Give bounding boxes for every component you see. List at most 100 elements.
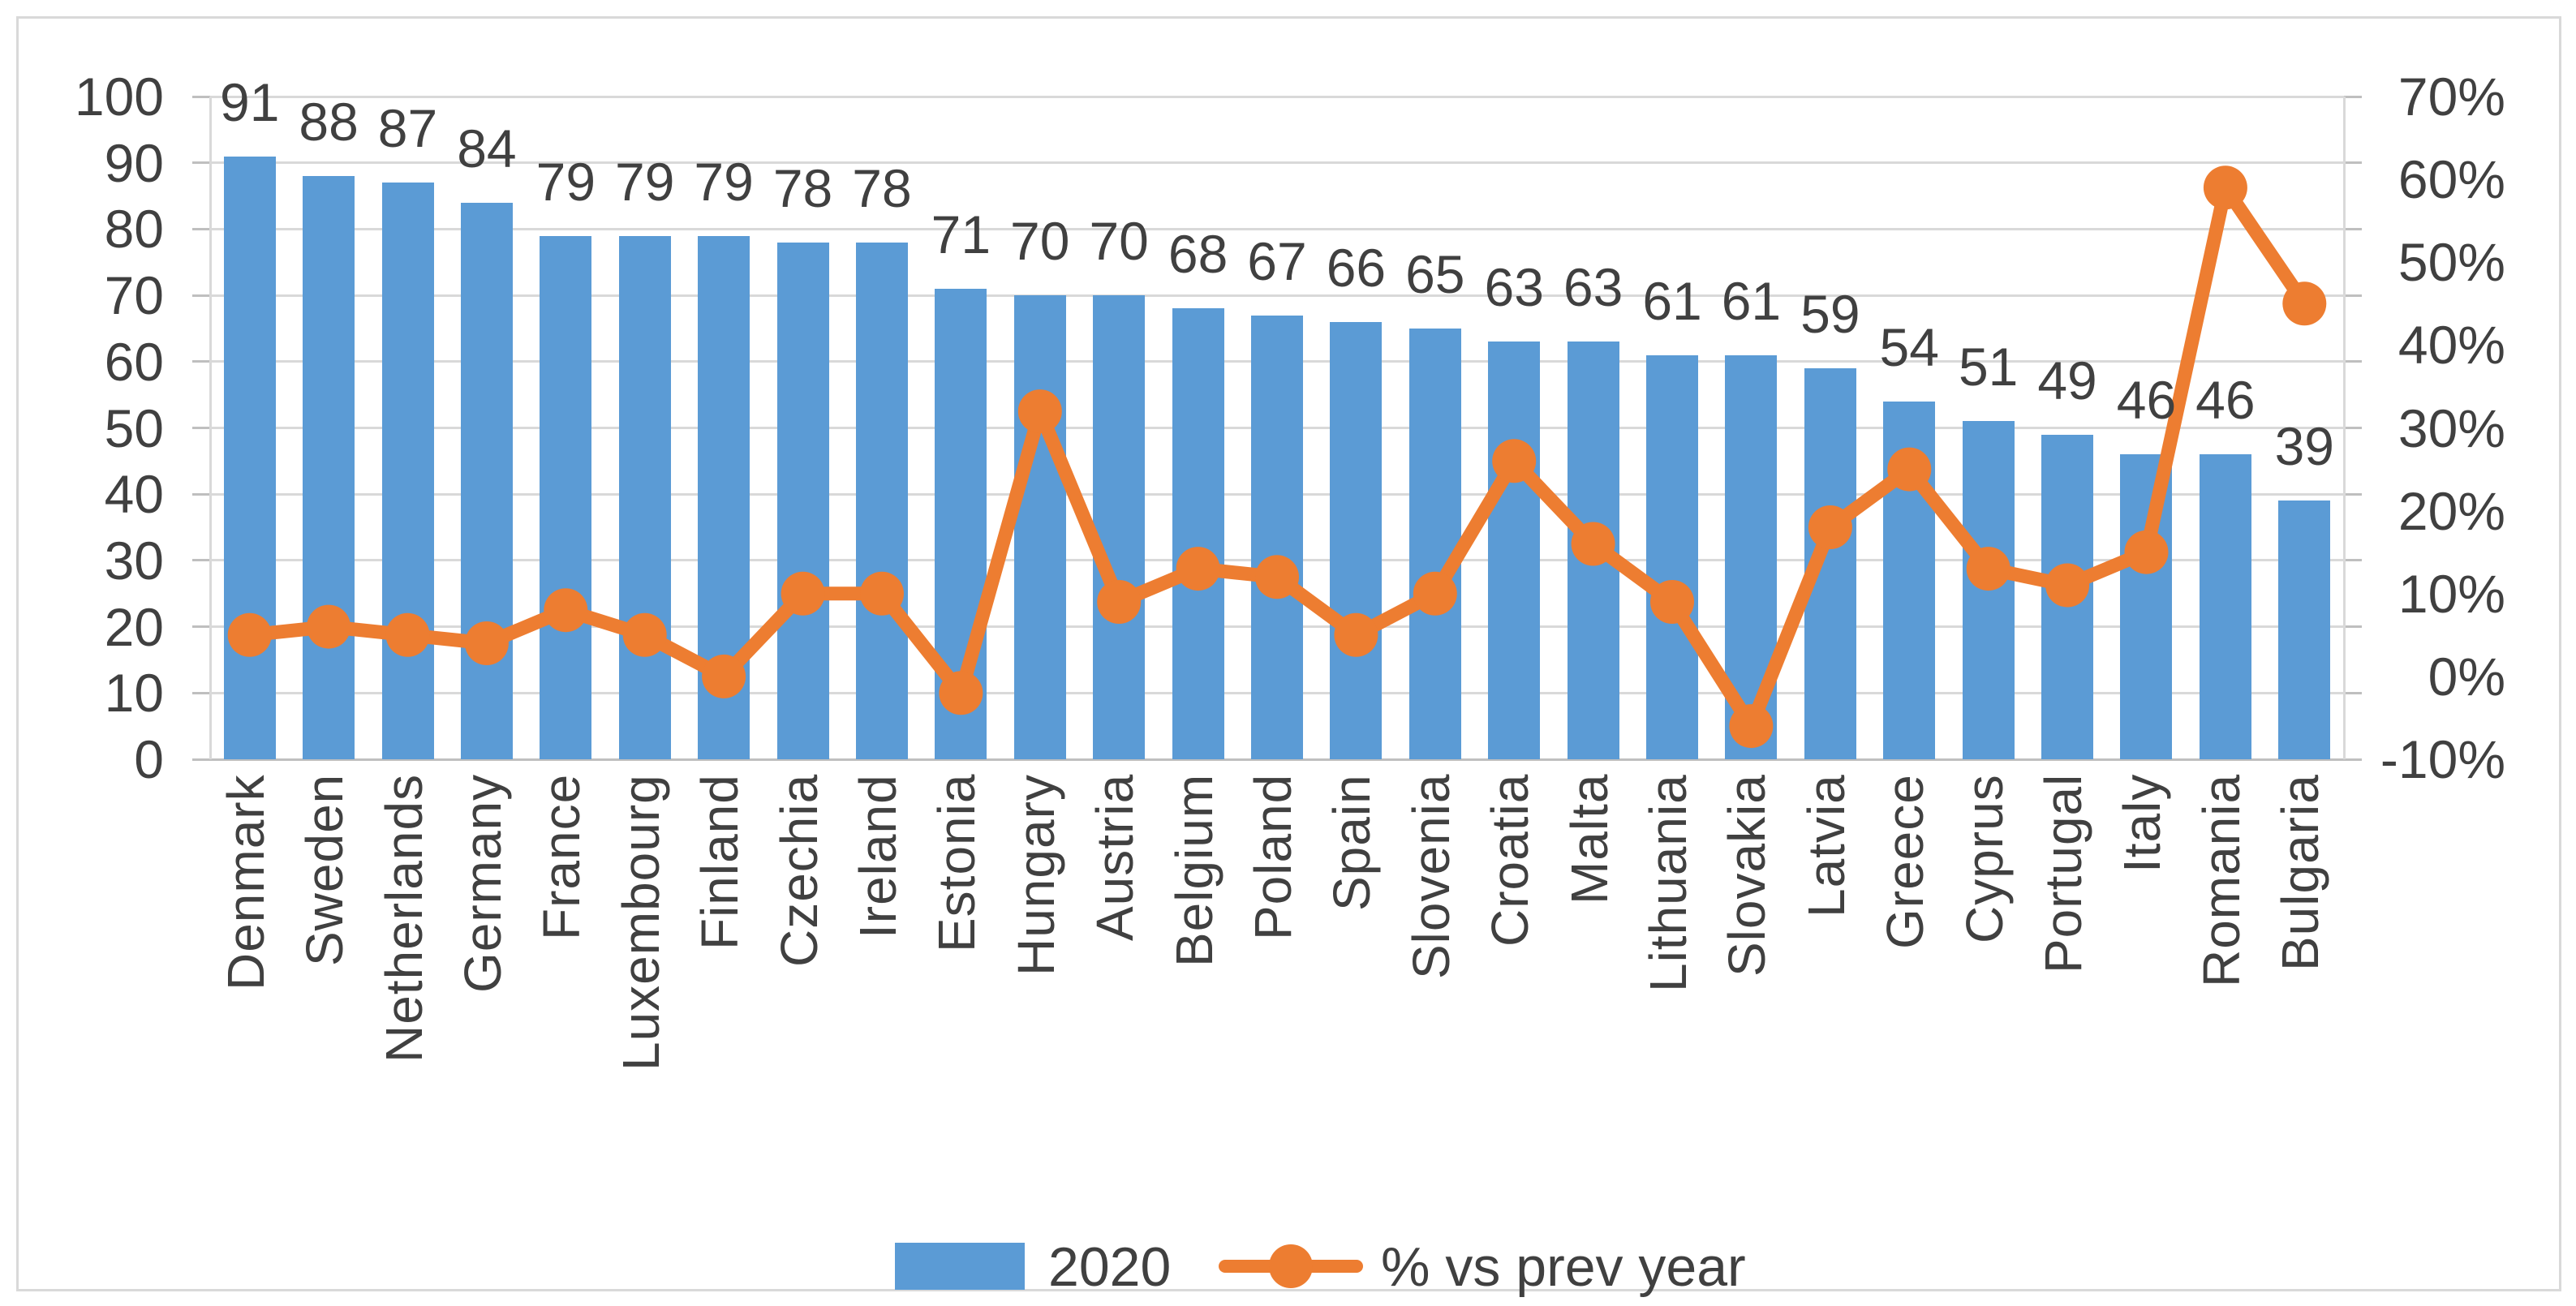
- left-axis-label-50: 50: [104, 397, 164, 458]
- category-label-luxembourg: Luxembourg: [611, 774, 670, 1071]
- category-label-hungary: Hungary: [1006, 774, 1065, 976]
- left-axis-label-80: 80: [104, 199, 164, 260]
- right-axis-label-70%: 70%: [2398, 67, 2505, 127]
- gridline-70: [210, 294, 2344, 297]
- bar-austria: [1093, 295, 1146, 759]
- left-axis-tick-70: [192, 294, 210, 297]
- bar-malta: [1567, 342, 1619, 759]
- category-label-croatia: Croatia: [1481, 774, 1540, 947]
- bar-ireland: [855, 242, 908, 759]
- bar-value-label-france: 79: [535, 151, 596, 212]
- bar-value-label-romania: 46: [2195, 370, 2256, 431]
- left-axis-tick-0: [192, 758, 210, 761]
- category-label-poland: Poland: [1244, 774, 1302, 941]
- bar-belgium: [1172, 308, 1224, 759]
- right-axis-label-50%: 50%: [2398, 232, 2505, 293]
- left-axis-tick-50: [192, 427, 210, 429]
- left-axis-tick-40: [192, 492, 210, 496]
- left-axis-label-10: 10: [104, 663, 164, 724]
- gridline-90: [210, 161, 2344, 165]
- category-label-malta: Malta: [1559, 774, 1619, 905]
- category-label-latvia: Latvia: [1796, 774, 1856, 917]
- bar-value-label-netherlands: 87: [377, 98, 438, 159]
- chart-frame-border: [16, 16, 2561, 1291]
- bar-greece: [1883, 401, 1936, 759]
- right-axis-tick-20: [2344, 625, 2362, 629]
- legend-line-marker-icon: [1269, 1244, 1313, 1288]
- category-label-lithuania: Lithuania: [1639, 774, 1698, 992]
- bar-value-label-spain: 66: [1326, 237, 1387, 298]
- bar-france: [540, 235, 592, 759]
- category-label-belgium: Belgium: [1164, 774, 1223, 968]
- bar-sweden: [303, 176, 355, 759]
- bar-value-label-slovakia: 61: [1721, 270, 1782, 331]
- category-label-austria: Austria: [1086, 774, 1145, 942]
- right-axis-tick-30: [2344, 559, 2362, 562]
- bar-value-label-denmark: 91: [219, 71, 280, 132]
- right-axis-label-10%: 10%: [2398, 563, 2505, 624]
- bar-latvia: [1804, 367, 1856, 759]
- gridline-100: [210, 95, 2344, 98]
- bar-value-label-croatia: 63: [1484, 257, 1544, 318]
- category-label-greece: Greece: [1876, 774, 1935, 949]
- bar-cyprus: [1962, 421, 2015, 759]
- bar-hungary: [1013, 295, 1066, 759]
- left-axis-tick-10: [192, 691, 210, 694]
- category-label-denmark: Denmark: [216, 774, 275, 990]
- left-axis-tick-60: [192, 360, 210, 363]
- bar-value-label-bulgaria: 39: [2274, 416, 2334, 477]
- bar-value-label-ireland: 78: [852, 157, 912, 218]
- left-axis-label-0: 0: [134, 729, 164, 789]
- bar-finland: [698, 235, 750, 759]
- right-axis-label-20%: 20%: [2398, 480, 2505, 541]
- right-axis-tick-70: [2344, 294, 2362, 297]
- left-axis-label-40: 40: [104, 464, 164, 525]
- gridline-0: [210, 758, 2344, 761]
- right-axis-tick-60: [2344, 360, 2362, 363]
- right-axis-label-30%: 30%: [2398, 397, 2505, 458]
- bar-lithuania: [1646, 354, 1699, 759]
- left-axis-label-60: 60: [104, 331, 164, 392]
- bar-portugal: [2041, 434, 2094, 759]
- category-label-sweden: Sweden: [295, 774, 355, 967]
- plot-right-border: [2342, 97, 2346, 759]
- right-axis-label-0%: 0%: [2428, 646, 2505, 707]
- left-axis-tick-80: [192, 227, 210, 230]
- category-label-finland: Finland: [690, 774, 750, 950]
- right-axis-tick-0: [2344, 758, 2362, 761]
- category-label-portugal: Portugal: [2034, 774, 2093, 974]
- plot-left-border: [209, 97, 212, 759]
- bar-value-label-sweden: 88: [299, 92, 359, 153]
- legend-bar-swatch: [895, 1243, 1025, 1290]
- bar-estonia: [935, 288, 987, 759]
- right-axis-tick-50: [2344, 427, 2362, 429]
- bar-luxembourg: [618, 235, 671, 759]
- gridline-80: [210, 227, 2344, 230]
- left-axis-label-90: 90: [104, 132, 164, 193]
- right-axis-label--10%: -10%: [2380, 729, 2505, 789]
- right-axis-tick-100: [2344, 95, 2362, 98]
- category-label-spain: Spain: [1322, 774, 1382, 911]
- left-axis-label-100: 100: [74, 67, 164, 127]
- left-axis-tick-30: [192, 559, 210, 562]
- bar-value-label-slovenia: 65: [1405, 243, 1465, 304]
- left-axis-tick-100: [192, 95, 210, 98]
- category-label-bulgaria: Bulgaria: [2271, 774, 2330, 971]
- left-axis-tick-90: [192, 161, 210, 165]
- category-label-cyprus: Cyprus: [1955, 774, 2014, 943]
- bar-spain: [1330, 321, 1383, 759]
- bar-netherlands: [381, 183, 434, 759]
- category-label-slovakia: Slovakia: [1718, 774, 1777, 977]
- category-label-netherlands: Netherlands: [374, 774, 433, 1063]
- left-axis-label-30: 30: [104, 530, 164, 591]
- right-axis-tick-80: [2344, 227, 2362, 230]
- bar-romania: [2199, 454, 2251, 759]
- category-label-romania: Romania: [2191, 774, 2251, 988]
- bar-bulgaria: [2278, 500, 2331, 759]
- bar-value-label-cyprus: 51: [1958, 337, 2019, 397]
- bar-value-label-latvia: 59: [1800, 283, 1860, 344]
- right-axis-label-60%: 60%: [2398, 149, 2505, 210]
- right-axis-label-40%: 40%: [2398, 315, 2505, 376]
- bar-value-label-greece: 54: [1879, 316, 1939, 377]
